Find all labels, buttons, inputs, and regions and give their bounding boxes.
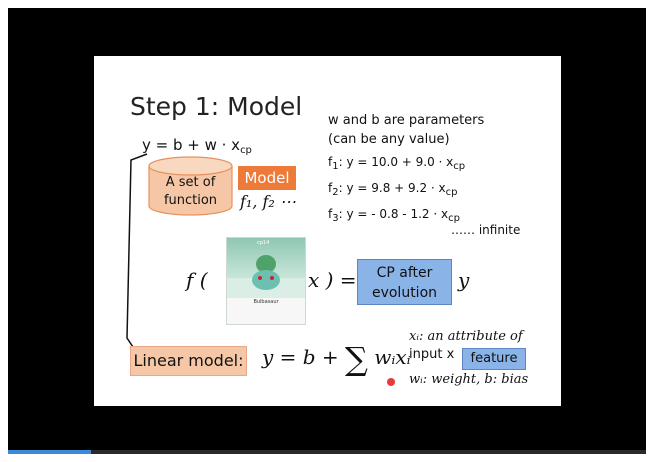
output-y: y bbox=[458, 268, 470, 292]
params-line-1: w and b are parameters bbox=[328, 113, 485, 128]
wi-description: wᵢ: weight, b: bias bbox=[409, 372, 529, 387]
model-label: Model bbox=[238, 166, 296, 190]
video-progress-fill bbox=[8, 450, 91, 454]
function-set-cylinder bbox=[148, 156, 233, 216]
equation-text: y = b + w · x bbox=[142, 136, 241, 154]
xi-description: xᵢ: an attribute of input x bbox=[409, 329, 523, 362]
bulbasaur-icon bbox=[252, 255, 280, 290]
slide-title: Step 1: Model bbox=[130, 92, 303, 121]
function-set-label: A set of function bbox=[163, 175, 218, 208]
feature-label: feature bbox=[462, 348, 526, 370]
infinite-label: …… infinite bbox=[451, 223, 521, 237]
slide: Step 1: Model y = b + w · xcp w and b ar… bbox=[94, 56, 561, 406]
video-progress-bar[interactable] bbox=[8, 450, 646, 454]
function-line-1: f1: y = 10.0 + 9.0 · xcp bbox=[328, 155, 466, 172]
params-note: w and b are parameters (can be any value… bbox=[328, 111, 484, 228]
function-open: f ( bbox=[186, 268, 208, 292]
model-equation: y = b + w · xcp bbox=[142, 136, 252, 156]
params-line-2: (can be any value) bbox=[328, 132, 450, 147]
function-list: f₁, f₂ ⋯ bbox=[240, 192, 296, 211]
function-close: x ) = bbox=[308, 268, 357, 292]
linear-model-label: Linear model: bbox=[130, 346, 247, 376]
function-line-3: f3: y = - 0.8 - 1.2 · xcp bbox=[328, 207, 460, 224]
equation-subscript: cp bbox=[240, 145, 252, 156]
pokemon-card-image: cp14 Bulbasaur bbox=[226, 237, 306, 325]
linear-model-equation: y = b + ∑ wᵢxᵢ bbox=[262, 340, 411, 378]
function-line-2: f2: y = 9.8 + 9.2 · xcp bbox=[328, 181, 458, 198]
laser-pointer-dot bbox=[387, 378, 395, 386]
cp-after-evolution-box: CP after evolution bbox=[357, 259, 452, 305]
